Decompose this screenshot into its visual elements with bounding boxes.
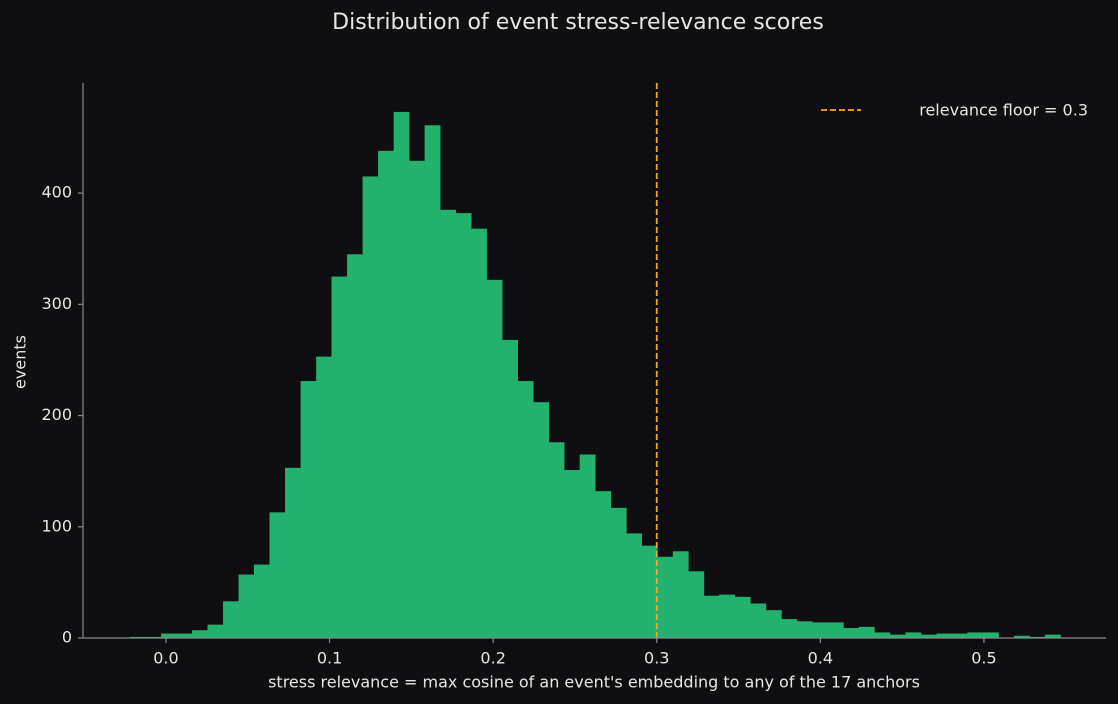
bar: [269, 512, 286, 638]
legend-label: relevance floor = 0.3: [919, 101, 1088, 120]
bar: [672, 551, 689, 638]
bar: [641, 545, 658, 638]
y-tick-label: 300: [41, 294, 72, 313]
x-tick-label: 0.3: [644, 649, 669, 668]
bar: [719, 594, 736, 638]
bar: [920, 634, 937, 638]
bar: [486, 279, 503, 638]
bar: [316, 356, 332, 638]
y-tick-label: 400: [41, 183, 72, 202]
bar: [424, 125, 441, 638]
bar: [533, 402, 550, 638]
bar: [936, 633, 953, 638]
bar: [378, 150, 394, 638]
bar: [610, 507, 627, 638]
bar: [176, 633, 193, 638]
bar: [455, 213, 472, 639]
bar: [703, 595, 720, 638]
x-tick-label: 0.4: [808, 649, 833, 668]
bar: [191, 630, 208, 638]
bar: [548, 442, 565, 638]
y-axis-label: events: [11, 335, 30, 389]
bar: [827, 622, 844, 638]
bar: [688, 571, 705, 638]
bar: [1044, 634, 1061, 638]
x-tick-label: 0.5: [971, 649, 996, 668]
bar: [253, 564, 270, 638]
bar: [238, 574, 255, 638]
bar: [579, 454, 596, 638]
bar: [967, 632, 984, 638]
bar: [750, 603, 767, 638]
y-tick-label: 100: [41, 516, 72, 535]
x-tick-label: 0.1: [317, 649, 342, 668]
bar: [564, 470, 580, 638]
x-tick-label: 0.0: [153, 649, 178, 668]
y-tick-label: 0: [62, 628, 72, 647]
bar: [331, 276, 348, 638]
bar: [517, 381, 534, 638]
bar: [1014, 635, 1030, 638]
bar: [347, 254, 363, 638]
bar: [874, 632, 891, 638]
bar: [362, 176, 379, 638]
bar: [657, 556, 674, 638]
bar: [223, 601, 239, 638]
y-tick-label: 200: [41, 405, 72, 424]
bar: [951, 633, 968, 638]
bar: [471, 228, 487, 638]
bar: [765, 610, 782, 638]
bar: [796, 621, 813, 638]
bar: [843, 627, 860, 638]
bar: [858, 626, 875, 638]
x-tick-label: 0.2: [480, 649, 505, 668]
bar: [207, 624, 224, 638]
bar: [502, 339, 518, 638]
bar: [595, 491, 612, 638]
bar: [300, 381, 317, 638]
bar: [409, 160, 425, 638]
bar: [285, 467, 301, 638]
bar: [161, 633, 177, 638]
bar: [905, 632, 922, 638]
x-axis-label: stress relevance = max cosine of an even…: [268, 673, 920, 692]
bar: [734, 596, 751, 638]
bar: [982, 632, 999, 638]
bar: [812, 622, 829, 638]
bar: [781, 619, 798, 638]
bar: [440, 209, 456, 639]
chart-title: Distribution of event stress-relevance s…: [332, 10, 824, 35]
bar: [393, 111, 410, 638]
bar: [626, 533, 642, 638]
bar: [889, 634, 906, 638]
